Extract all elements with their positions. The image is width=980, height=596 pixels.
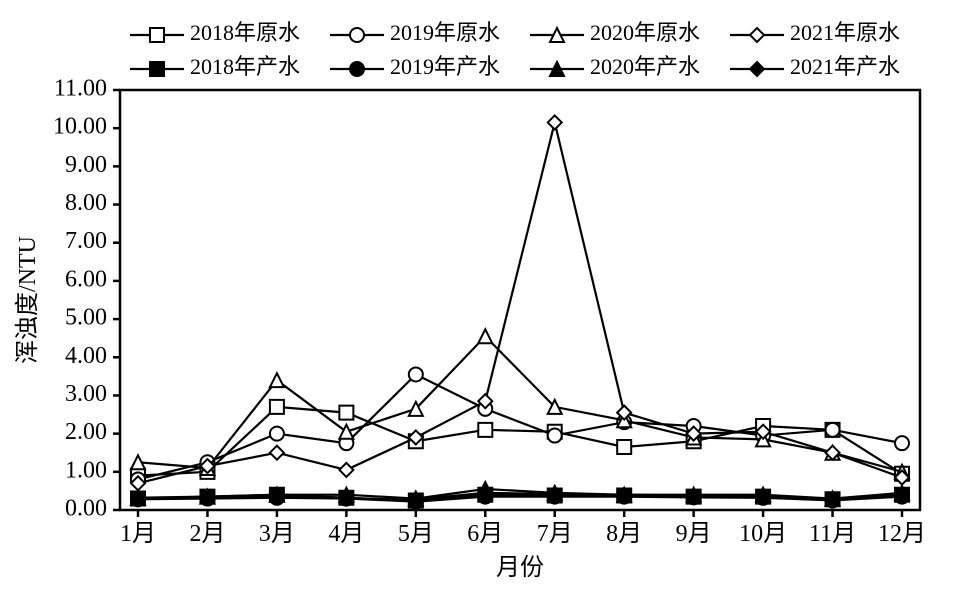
x-tick-label: 7月 [537, 521, 573, 547]
y-tick-label: 6.00 [65, 266, 107, 292]
legend: 2018年原水 2019年原水 2020年原水 2021年原水 2018年产水 2019年… [130, 20, 900, 79]
y-tick-label: 8.00 [65, 190, 107, 216]
x-tick-label: 3月 [259, 521, 295, 547]
legend-label: 2019年产水 [390, 54, 500, 79]
y-tick-label: 1.00 [65, 457, 107, 483]
y-tick-label: 7.00 [65, 228, 107, 254]
x-tick-label: 12月 [878, 521, 926, 547]
y-axis-label: 浑浊度/NTU [14, 236, 41, 364]
x-tick-label: 10月 [739, 521, 787, 547]
x-axis-label: 月份 [496, 554, 544, 581]
chart-container: 0.00 1.00 2.00 3.00 4.00 5.00 6.00 7.00 8.00 9.00… [0, 0, 980, 596]
y-tick-label: 5.00 [65, 305, 107, 331]
y-tick-label: 0.00 [65, 496, 107, 522]
y-tick-label: 9.00 [65, 152, 107, 178]
legend-label: 2020年原水 [590, 20, 700, 45]
y-tick-label: 4.00 [65, 343, 107, 369]
turbidity-chart: 0.00 1.00 2.00 3.00 4.00 5.00 6.00 7.00 8.00 9.00… [0, 0, 980, 596]
legend-label: 2021年产水 [790, 54, 900, 79]
x-tick-label: 9月 [676, 521, 712, 547]
x-tick-label: 4月 [328, 521, 364, 547]
x-tick-label: 6月 [467, 521, 503, 547]
y-tick-label: 10.00 [53, 114, 107, 140]
legend-label: 2021年原水 [790, 20, 900, 45]
y-tick-label: 3.00 [65, 381, 107, 407]
series-2020年原水 [131, 329, 909, 479]
legend-label: 2018年原水 [190, 20, 300, 45]
legend-label: 2020年产水 [590, 54, 700, 79]
legend-label: 2018年产水 [190, 54, 300, 79]
x-tick-label: 5月 [398, 521, 434, 547]
y-tick-label: 2.00 [65, 419, 107, 445]
y-tick-label: 11.00 [54, 76, 107, 102]
x-tick-label: 1月 [120, 521, 156, 547]
x-tick-label: 2月 [189, 521, 225, 547]
series-group [131, 115, 909, 508]
x-tick-label: 8月 [606, 521, 642, 547]
x-tick-label: 11月 [809, 521, 856, 547]
legend-label: 2019年原水 [390, 20, 500, 45]
